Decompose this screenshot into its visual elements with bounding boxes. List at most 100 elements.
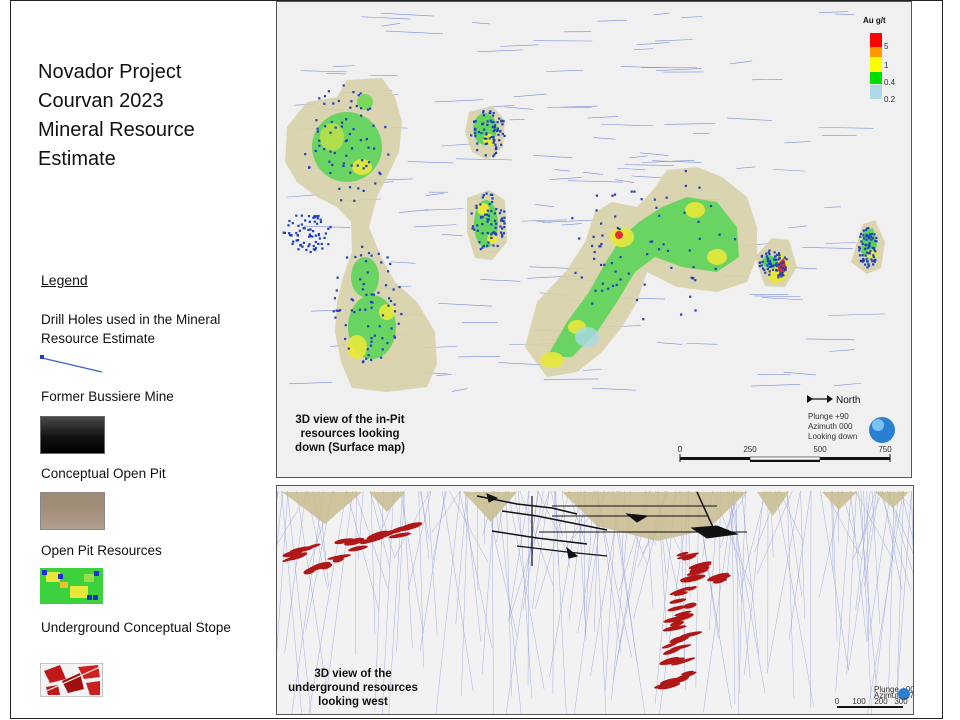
stope-shape: [344, 537, 365, 546]
drill-collar: [684, 184, 688, 188]
underground-stopes: [282, 522, 731, 690]
plan-caption-line-3: down (Surface map): [295, 442, 405, 454]
drill-hole-trace: [829, 349, 855, 352]
stope-shape: [712, 577, 728, 584]
drill-collar: [304, 152, 307, 156]
drill-hole-trace: [911, 490, 913, 554]
drill-hole-trace: [289, 381, 333, 385]
drill-collar: [364, 260, 368, 263]
drill-collar: [474, 127, 477, 130]
drill-collar: [777, 263, 781, 266]
drill-collar: [483, 137, 486, 140]
drill-hole-trace: [727, 117, 772, 121]
drill-collar: [312, 248, 315, 251]
drill-collar: [332, 102, 335, 105]
drill-collar: [330, 120, 333, 124]
drill-collar: [778, 254, 781, 257]
drill-hole-trace: [455, 158, 512, 161]
drill-collar: [304, 219, 307, 222]
drill-collar: [489, 110, 492, 113]
north-label: North: [836, 395, 860, 406]
stope-shape: [287, 552, 308, 561]
drill-collar: [500, 120, 503, 123]
drill-collar: [296, 234, 299, 237]
drill-collar: [778, 273, 781, 276]
drill-collar: [870, 233, 873, 236]
drill-hole-trace: [481, 490, 496, 675]
drill-collar: [314, 240, 317, 244]
drill-collar: [361, 360, 365, 364]
drill-collar: [359, 139, 362, 142]
drill-hole-swatch: [40, 355, 103, 373]
drill-collar: [481, 246, 484, 249]
drill-collar: [496, 127, 499, 130]
drill-collar: [601, 282, 604, 285]
drill-collar: [777, 274, 780, 277]
drill-hole-trace: [346, 490, 380, 613]
drill-hole-trace: [480, 279, 521, 282]
drill-collar: [483, 128, 486, 131]
drill-hole-trace: [726, 490, 735, 585]
drill-hole-trace: [381, 23, 401, 27]
drill-collar: [493, 219, 497, 222]
drill-hole-trace: [508, 490, 545, 690]
drill-collar: [474, 134, 477, 138]
drill-collar: [476, 148, 479, 152]
drill-collar: [780, 262, 783, 265]
drill-hole-trace: [867, 490, 904, 714]
drill-hole-trace: [441, 143, 472, 147]
drill-hole-trace: [834, 382, 862, 387]
drill-collar: [305, 248, 308, 252]
drill-hole-trace: [628, 155, 648, 159]
drill-collar: [370, 254, 373, 257]
stope-shape: [390, 526, 406, 534]
drill-collar: [342, 84, 345, 87]
stope-shape: [661, 642, 678, 649]
drill-hole-trace: [664, 123, 716, 125]
drill-collar: [630, 190, 633, 193]
drill-collar: [317, 234, 320, 237]
plan-view-caption: 3D view of the in-Pit resources looking …: [281, 413, 419, 455]
drill-collar: [627, 272, 630, 275]
drill-hole-trace: [614, 179, 635, 183]
stope-shape: [676, 551, 689, 557]
drill-hole-trace: [488, 104, 515, 108]
drill-collar: [316, 130, 319, 133]
drill-collar: [871, 237, 875, 240]
stope-shape: [663, 647, 681, 655]
drill-collar: [499, 209, 503, 212]
drill-collar: [362, 167, 365, 170]
drill-hole-trace: [497, 490, 522, 714]
drill-collar: [495, 146, 498, 149]
grade-label-0-4: 0.4: [884, 78, 896, 87]
drill-collar: [874, 258, 877, 261]
drill-collar: [381, 337, 384, 340]
drill-collar: [384, 284, 388, 287]
drill-collar: [874, 250, 877, 253]
drill-collar: [499, 219, 503, 222]
drill-collar: [324, 232, 327, 235]
plan-scale-250: 250: [743, 445, 757, 454]
drill-collar: [297, 224, 300, 227]
drill-collar: [336, 276, 339, 279]
section-drill-holes: [277, 490, 913, 714]
drill-collar: [488, 137, 491, 140]
drill-collar: [600, 222, 603, 225]
drill-collar: [614, 215, 617, 218]
drill-collar: [487, 214, 491, 217]
drill-collar: [359, 114, 363, 117]
drill-hole-trace: [825, 242, 856, 244]
drill-hole-trace: [436, 374, 452, 376]
drill-collar: [309, 250, 312, 254]
grade-legend: Au g/t 5 1 0.4 0.2: [863, 16, 896, 104]
drill-collar: [486, 231, 489, 235]
section-view-cube-icon[interactable]: [898, 688, 910, 700]
drill-collar: [485, 192, 488, 195]
drill-collar: [769, 262, 772, 265]
drill-collar: [482, 194, 485, 197]
drill-collar: [782, 274, 785, 277]
drill-collar: [782, 261, 785, 264]
drill-hole-trace: [568, 180, 623, 183]
drill-collar: [327, 90, 330, 93]
drill-collar: [374, 182, 377, 185]
